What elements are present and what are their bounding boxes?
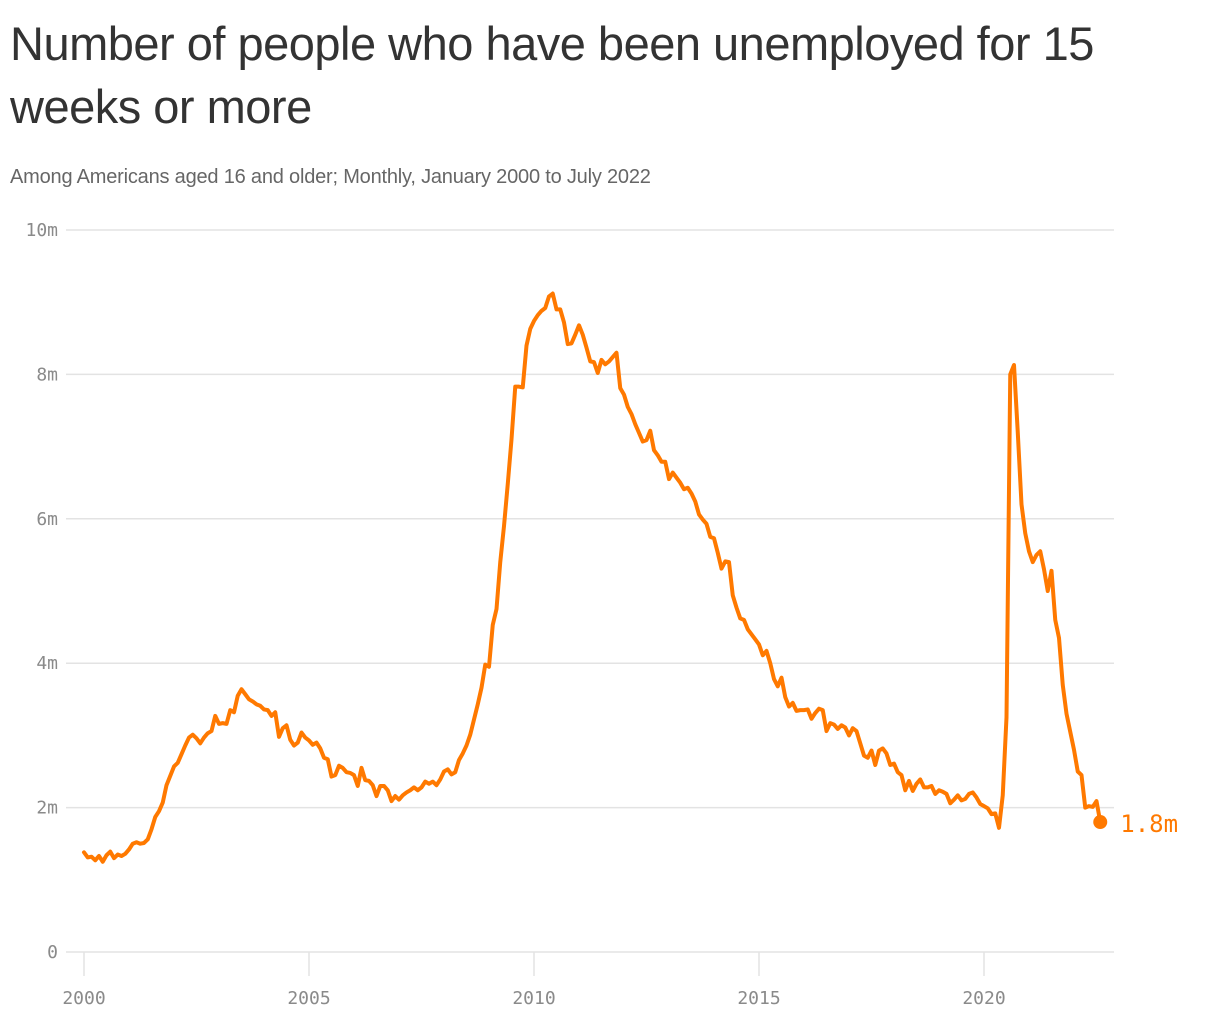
y-tick-label: 0 (47, 942, 58, 963)
y-tick-label: 10m (25, 220, 58, 241)
y-tick-label: 6m (36, 509, 58, 530)
series-line (82, 291, 1103, 864)
grid-lines (66, 229, 1114, 953)
x-tick-label: 2010 (512, 988, 555, 1009)
y-tick-label: 8m (36, 364, 58, 385)
chart-title: Number of people who have been unemploye… (10, 17, 1094, 133)
x-tick-label: 2020 (962, 988, 1005, 1009)
x-tick-label: 2015 (737, 988, 780, 1009)
x-axis: 2000 2005 2010 2015 2020 (62, 952, 1006, 1009)
y-tick-label: 4m (36, 653, 58, 674)
x-tick-label: 2005 (287, 988, 330, 1009)
y-axis: 0 2m 4m 6m 8m 10m (25, 220, 58, 963)
x-tick-label: 2000 (62, 988, 105, 1009)
end-point-marker (1093, 815, 1108, 830)
chart-subtitle: Among Americans aged 16 and older; Month… (10, 166, 651, 188)
y-tick-label: 2m (36, 798, 58, 819)
end-value-label: 1.8m (1120, 810, 1178, 838)
